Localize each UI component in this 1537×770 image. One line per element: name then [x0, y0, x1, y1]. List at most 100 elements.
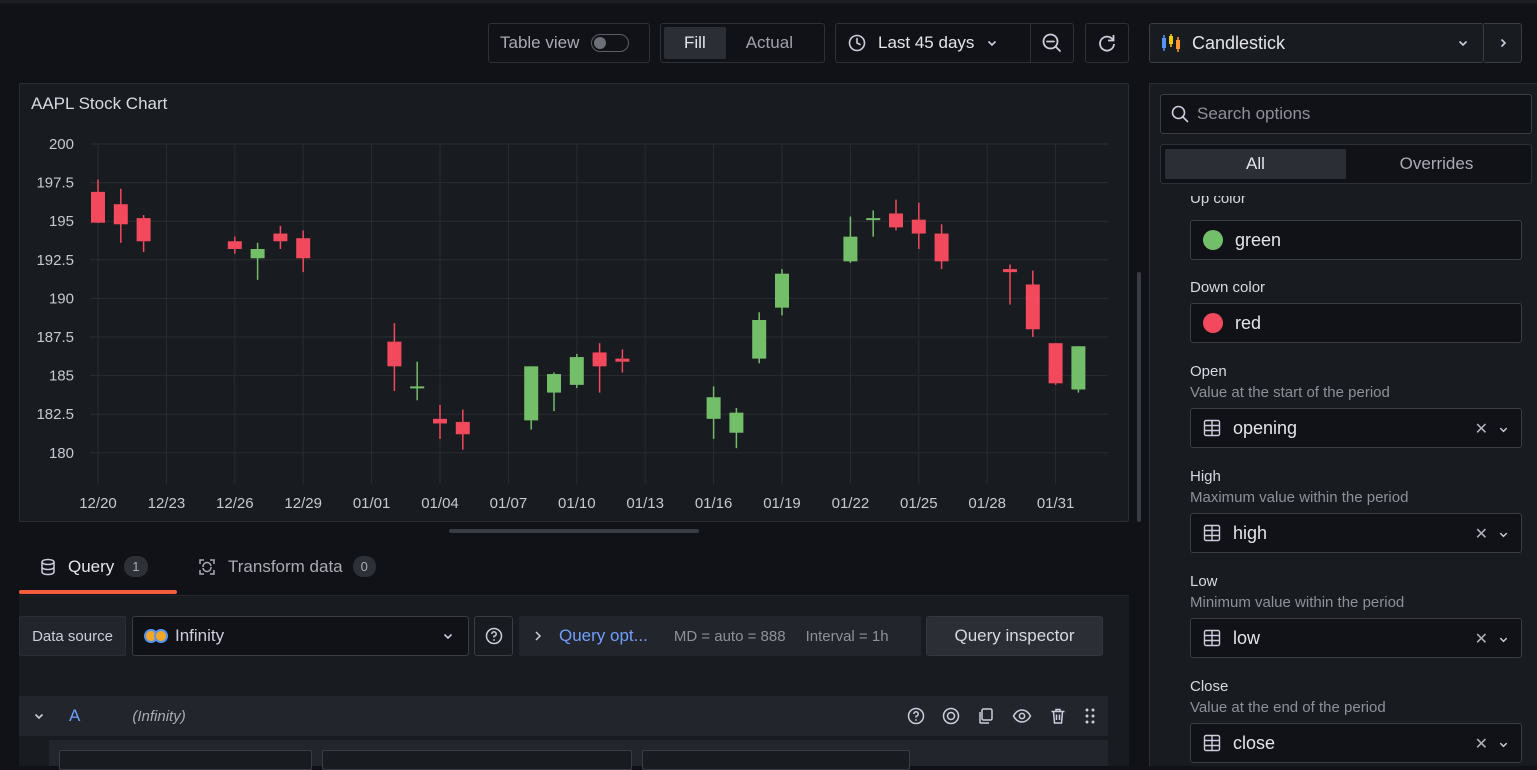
- chevron-down-icon[interactable]: [33, 710, 45, 722]
- table-view-toggle[interactable]: Table view: [488, 23, 650, 63]
- chevron-down-icon[interactable]: [1498, 424, 1509, 435]
- close-description: Value at the end of the period: [1190, 699, 1386, 716]
- interval-value: Interval = 1h: [805, 627, 889, 645]
- candle-body: [843, 236, 858, 262]
- candle-body: [752, 320, 767, 359]
- candle-body: [296, 238, 311, 259]
- high-label: High: [1190, 468, 1221, 485]
- query-help-icon[interactable]: [907, 707, 925, 725]
- chevron-right-icon: [533, 630, 543, 642]
- chevron-down-icon[interactable]: [1498, 529, 1509, 540]
- horizontal-splitter[interactable]: [449, 529, 699, 533]
- query-explain-icon[interactable]: [942, 707, 960, 725]
- vertical-splitter[interactable]: [1137, 272, 1141, 522]
- query-field-box[interactable]: [322, 750, 632, 770]
- candle-body: [1025, 284, 1040, 330]
- low-field-select[interactable]: low ✕: [1190, 618, 1522, 658]
- query-options-bar[interactable]: Query opt... MD = auto = 888 Interval = …: [519, 616, 921, 656]
- tab-all[interactable]: All: [1165, 149, 1346, 179]
- chart-panel: AAPL Stock Chart 200 197.5 195 192.5 190 187.…: [19, 83, 1129, 522]
- candle-body: [706, 397, 721, 419]
- x-tick-label: 01/07: [490, 495, 528, 512]
- table-view-switch[interactable]: [591, 34, 630, 52]
- duplicate-query-icon[interactable]: [977, 707, 995, 725]
- down-color-picker[interactable]: red: [1190, 303, 1522, 343]
- candle-body: [775, 273, 789, 308]
- query-count-badge: 1: [124, 556, 148, 577]
- x-tick-label: 01/16: [695, 495, 733, 512]
- data-source-select[interactable]: Infinity: [132, 616, 469, 656]
- visualization-picker[interactable]: Candlestick: [1149, 23, 1484, 63]
- high-field-select[interactable]: high ✕: [1190, 513, 1522, 553]
- down-color-label: Down color: [1190, 279, 1266, 296]
- tab-overrides[interactable]: Overrides: [1399, 154, 1474, 173]
- table-field-icon: [1203, 524, 1221, 542]
- chevron-down-icon: [442, 630, 454, 642]
- x-tick-label: 01/22: [832, 495, 870, 512]
- data-source-name: Infinity: [175, 626, 225, 645]
- clear-icon[interactable]: ✕: [1474, 631, 1488, 648]
- up-color-picker[interactable]: green: [1190, 220, 1522, 260]
- panel-title: AAPL Stock Chart: [31, 94, 168, 113]
- actual-option[interactable]: Actual: [745, 33, 793, 52]
- query-options-label: Query opt...: [559, 626, 648, 645]
- chevron-right-icon: [1497, 37, 1509, 49]
- query-field-box[interactable]: [59, 750, 312, 770]
- chevron-down-icon[interactable]: [1498, 739, 1509, 750]
- active-tab-indicator: [19, 590, 177, 594]
- time-range-picker[interactable]: Last 45 days: [835, 23, 1031, 63]
- x-tick-label: 12/29: [284, 495, 322, 512]
- question-circle-icon: [485, 627, 503, 645]
- high-field-value: high: [1233, 522, 1268, 543]
- candle-body: [1048, 343, 1063, 384]
- candle-body: [433, 418, 447, 424]
- clear-icon[interactable]: ✕: [1474, 421, 1488, 438]
- x-tick-label: 01/10: [558, 495, 596, 512]
- x-tick-label: 01/25: [900, 495, 938, 512]
- search-options-input[interactable]: Search options: [1160, 94, 1532, 134]
- max-data-points: MD = auto = 888: [673, 627, 786, 645]
- drag-handle-icon[interactable]: [1084, 707, 1096, 725]
- query-field-box[interactable]: [642, 750, 910, 770]
- options-tabs: All Overrides: [1160, 144, 1532, 184]
- clear-icon[interactable]: ✕: [1474, 526, 1488, 543]
- visualization-name: Candlestick: [1192, 32, 1286, 53]
- y-tick-label: 180: [49, 445, 74, 462]
- tab-query[interactable]: Query 1: [40, 556, 148, 577]
- candle-body: [911, 219, 926, 234]
- collapse-options-button[interactable]: [1484, 23, 1522, 63]
- search-placeholder: Search options: [1197, 104, 1311, 123]
- up-color-label: Up color: [1190, 196, 1246, 207]
- down-color-value: red: [1235, 312, 1262, 333]
- open-field-select[interactable]: opening ✕: [1190, 408, 1522, 448]
- data-source-help-button[interactable]: [474, 616, 513, 656]
- refresh-button[interactable]: [1085, 23, 1129, 63]
- x-tick-label: 01/13: [626, 495, 664, 512]
- tab-transform-data[interactable]: Transform data 0: [198, 556, 376, 577]
- close-label: Close: [1190, 678, 1229, 695]
- low-field-value: low: [1233, 627, 1261, 648]
- close-field-select[interactable]: close ✕: [1190, 723, 1522, 763]
- query-row-header[interactable]: A (Infinity): [19, 696, 1108, 736]
- query-inspector-button[interactable]: Query inspector: [926, 616, 1103, 656]
- fill-actual-toggle: Fill Actual: [660, 23, 825, 63]
- open-field-value: opening: [1233, 417, 1298, 438]
- query-ref-id[interactable]: A: [69, 706, 81, 725]
- fill-option[interactable]: Fill: [664, 27, 726, 59]
- tabs-divider: [19, 595, 1129, 596]
- table-field-icon: [1203, 734, 1221, 752]
- chevron-down-icon[interactable]: [1498, 634, 1509, 645]
- y-tick-label: 197.5: [36, 175, 74, 192]
- green-swatch-icon: [1203, 230, 1223, 250]
- search-icon: [1171, 105, 1189, 123]
- zoom-out-icon: [1041, 32, 1063, 54]
- candlestick-chart[interactable]: 200 197.5 195 192.5 190 187.5 185 182.5 180 12/20…: [20, 84, 1130, 523]
- eye-icon[interactable]: [1012, 707, 1032, 725]
- zoom-out-button[interactable]: [1030, 23, 1074, 63]
- y-tick-label: 195: [49, 213, 74, 230]
- candle-body: [273, 233, 288, 242]
- trash-icon[interactable]: [1049, 707, 1067, 725]
- up-color-value: green: [1235, 229, 1282, 250]
- clear-icon[interactable]: ✕: [1474, 736, 1488, 753]
- infinity-logo-icon: [143, 628, 169, 644]
